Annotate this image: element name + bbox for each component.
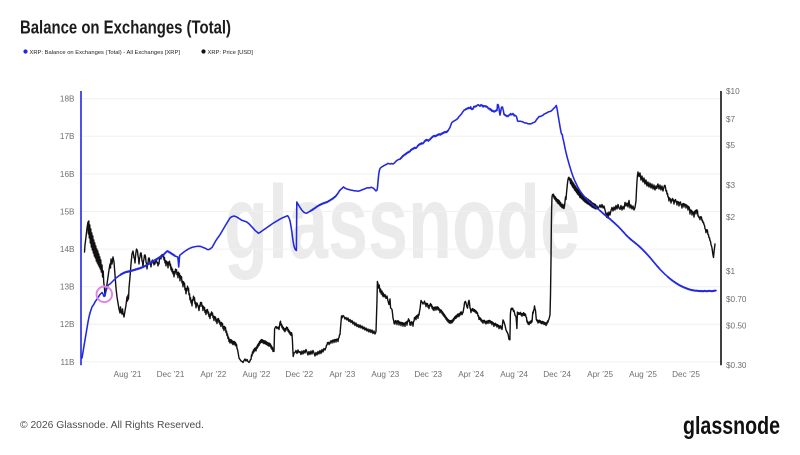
svg-text:$1: $1: [726, 267, 736, 276]
svg-text:$0.30: $0.30: [726, 361, 747, 370]
svg-text:17B: 17B: [60, 132, 75, 141]
svg-text:11B: 11B: [61, 358, 75, 367]
svg-text:Aug ’24: Aug ’24: [500, 370, 528, 379]
svg-text:$0.70: $0.70: [726, 295, 747, 304]
svg-text:15B: 15B: [60, 207, 75, 216]
svg-text:16B: 16B: [60, 170, 75, 179]
svg-text:Aug ’25: Aug ’25: [629, 370, 657, 379]
svg-text:Dec ’25: Dec ’25: [672, 370, 700, 379]
svg-text:XRP: Balance on Exchanges (Tot: XRP: Balance on Exchanges (Total) - All …: [30, 50, 181, 56]
svg-text:14B: 14B: [60, 245, 75, 254]
svg-text:13B: 13B: [60, 283, 75, 292]
svg-text:$5: $5: [726, 141, 736, 150]
svg-text:Aug ’21: Aug ’21: [114, 370, 142, 379]
svg-text:Dec ’23: Dec ’23: [414, 370, 442, 379]
svg-text:Apr ’24: Apr ’24: [458, 370, 484, 379]
svg-text:glassnode: glassnode: [683, 412, 780, 440]
svg-text:$0.50: $0.50: [726, 321, 747, 330]
svg-text:$2: $2: [726, 213, 736, 222]
svg-text:Apr ’22: Apr ’22: [200, 370, 226, 379]
svg-text:12B: 12B: [60, 320, 75, 329]
svg-text:XRP: Price [USD]: XRP: Price [USD]: [208, 50, 254, 56]
svg-text:glassnode: glassnode: [224, 164, 580, 280]
svg-text:Dec ’24: Dec ’24: [543, 370, 571, 379]
svg-text:Apr ’23: Apr ’23: [329, 370, 355, 379]
svg-text:$7: $7: [726, 115, 736, 124]
svg-text:Dec ’21: Dec ’21: [157, 370, 185, 379]
svg-text:© 2026 Glassnode. All Rights R: © 2026 Glassnode. All Rights Reserved.: [20, 420, 204, 431]
svg-text:Apr ’25: Apr ’25: [587, 370, 613, 379]
svg-text:Balance on Exchanges (Total): Balance on Exchanges (Total): [20, 18, 231, 38]
svg-text:Aug ’23: Aug ’23: [371, 370, 399, 379]
svg-text:Dec ’22: Dec ’22: [285, 370, 313, 379]
svg-text:Aug ’22: Aug ’22: [243, 370, 271, 379]
svg-text:$10: $10: [726, 87, 740, 96]
svg-text:$3: $3: [726, 181, 736, 190]
svg-text:18B: 18B: [60, 95, 75, 104]
